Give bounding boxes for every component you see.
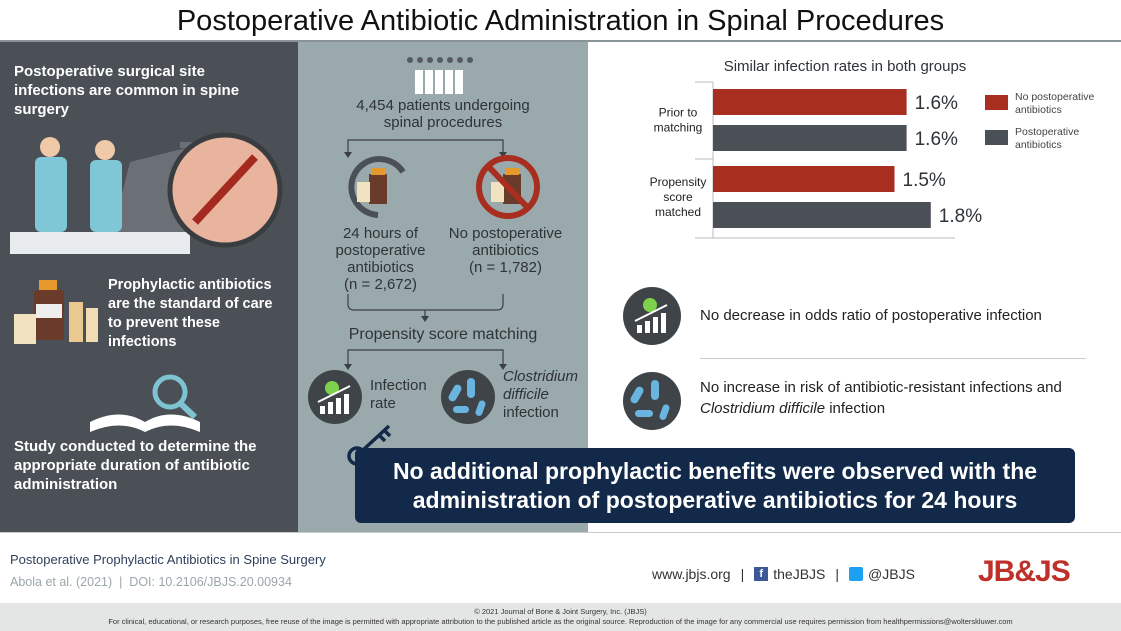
outcome-infection-rate: Infection rate xyxy=(370,377,427,412)
twitter-link[interactable]: @JBJS xyxy=(868,566,915,582)
outcome-cdiff-rest: infection xyxy=(503,404,559,421)
bacteria-resistance-icon xyxy=(623,372,681,430)
legend-label: antibiotics xyxy=(1015,139,1062,151)
facebook-link[interactable]: theJBJS xyxy=(773,566,826,582)
legend-label: Postoperative xyxy=(1015,126,1079,138)
split-arrows xyxy=(344,139,507,158)
data-label: 1.6% xyxy=(915,93,958,114)
infection-rate-chart: Similar infection rates in both groups P… xyxy=(650,58,982,239)
jbjs-logo: JB&JS xyxy=(978,555,1071,588)
finding-2-text: No increase in risk of antibiotic-resist… xyxy=(700,379,1062,396)
page-title: Postoperative Antibiotic Administration … xyxy=(0,0,1121,42)
chart-title: Similar infection rates in both groups xyxy=(724,58,967,75)
legend-label: No postoperative xyxy=(1015,91,1095,103)
background-text-1: Postoperative surgical site infections a… xyxy=(14,63,240,118)
study-title: Postoperative Prophylactic Antibiotics i… xyxy=(10,552,326,567)
separator: | xyxy=(835,566,840,582)
merge-arrows xyxy=(347,294,504,322)
category-label: Propensity xyxy=(650,175,707,189)
background-text-3: Study conducted to determine the appropr… xyxy=(14,438,257,493)
copyright: © 2021 Journal of Bone & Joint Surgery, … xyxy=(474,607,647,616)
patients-icon xyxy=(407,57,473,94)
citation: Abola et al. (2021) | DOI: 10.2106/JBJS.… xyxy=(10,575,292,589)
category-label: score xyxy=(663,190,693,204)
bar xyxy=(713,202,931,228)
cycle-antibiotics-icon xyxy=(348,156,406,218)
footer: Postoperative Prophylactic Antibiotics i… xyxy=(0,532,1121,603)
separator: | xyxy=(740,566,745,582)
legend-swatch xyxy=(985,130,1008,145)
chart-legend: No postoperativeantibioticsPostoperative… xyxy=(985,91,1095,151)
legend-label: antibiotics xyxy=(1015,104,1062,116)
background-text-2: Prophylactic antibiotics are the standar… xyxy=(108,277,273,350)
bar xyxy=(713,166,895,192)
infection-rate-icon xyxy=(308,370,362,424)
odds-ratio-icon xyxy=(623,287,681,345)
divider xyxy=(700,358,1086,359)
bar xyxy=(713,89,907,115)
data-label: 1.5% xyxy=(903,170,946,191)
website-link[interactable]: www.jbjs.org xyxy=(652,566,731,582)
group2-n: (n = 1,782) xyxy=(469,259,542,276)
group1-label: 24 hours of postoperative antibiotics xyxy=(335,225,426,276)
finding-1: No decrease in odds ratio of postoperati… xyxy=(700,307,1042,324)
bar xyxy=(713,125,907,151)
group1-n: (n = 2,672) xyxy=(344,276,417,293)
twitter-icon xyxy=(849,567,864,581)
book-magnifier-icon xyxy=(90,374,200,432)
no-antibiotics-icon xyxy=(476,155,540,219)
data-label: 1.6% xyxy=(915,129,958,150)
group2-label: No postoperative antibiotics xyxy=(448,225,563,259)
finding-2-italic: Clostridium difficile xyxy=(700,400,826,417)
antibiotics-icon xyxy=(14,280,98,344)
bacteria-icon xyxy=(441,370,495,424)
matching-label: Propensity score matching xyxy=(348,326,538,343)
data-label: 1.8% xyxy=(939,206,982,227)
finding-2: No increase in risk of antibiotic-resist… xyxy=(700,377,1100,419)
outcome-arrows xyxy=(344,349,507,370)
facebook-icon: f xyxy=(754,567,769,581)
conclusion-banner: No additional prophylactic benefits were… xyxy=(355,448,1075,523)
background-panel: Postoperative surgical site infections a… xyxy=(0,42,298,532)
license-text: For clinical, educational, or research p… xyxy=(108,617,1013,626)
category-label: Prior to xyxy=(659,106,698,120)
category-label: matching xyxy=(654,121,703,135)
finding-2-tail: infection xyxy=(825,400,886,417)
patients-text: 4,454 patients undergoing spinal procedu… xyxy=(356,97,530,131)
surgery-illustration xyxy=(10,132,283,254)
category-label: matched xyxy=(655,205,701,219)
legal-bar: © 2021 Journal of Bone & Joint Surgery, … xyxy=(0,603,1121,631)
legend-swatch xyxy=(985,95,1008,110)
outcome-cdiff-italic: Clostridium difficile xyxy=(503,368,579,403)
